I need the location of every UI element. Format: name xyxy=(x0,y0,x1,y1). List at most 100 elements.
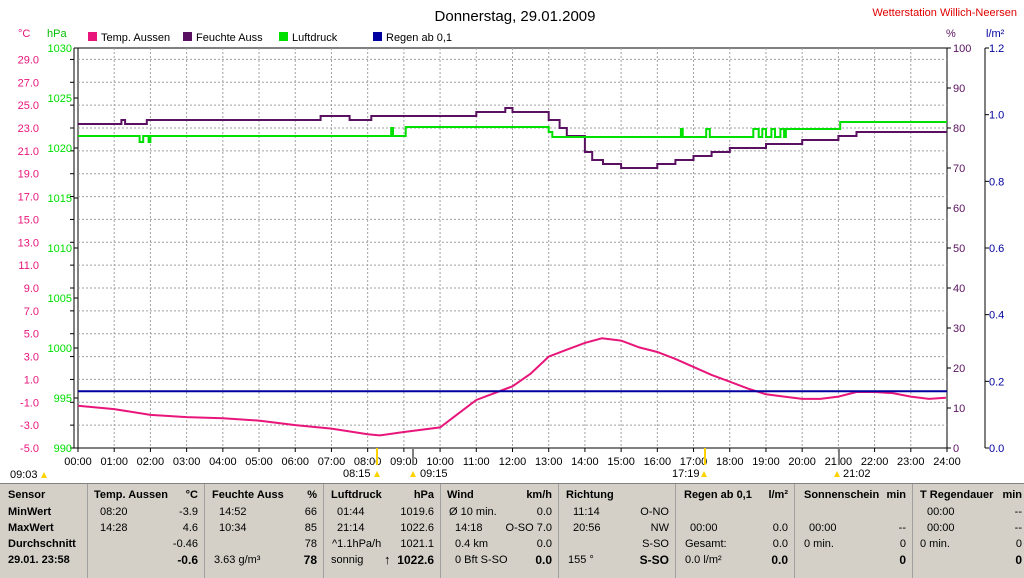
header-hum: Feuchte Auss xyxy=(212,489,284,501)
press-max-time: 21:14 xyxy=(337,522,365,534)
raindur-r1: -- xyxy=(1014,506,1022,518)
wind-avg-label: Ø 10 min. xyxy=(449,506,497,518)
rain-tick-label: 1.0 xyxy=(989,110,1004,122)
legend-label-hum: Feuchte Auss xyxy=(196,32,263,44)
hum-tick-label: 70 xyxy=(953,163,965,175)
legend-swatch-hum xyxy=(183,32,192,41)
rain-tick-label: 1.2 xyxy=(989,43,1004,55)
hum-tick-label: 80 xyxy=(953,123,965,135)
press-tick-label: 1030 xyxy=(48,43,72,55)
wind-max-time: 14:18 xyxy=(455,522,483,534)
series-line-luftdruck xyxy=(78,121,947,143)
sun-current: 0 xyxy=(899,553,906,567)
row-label-current: 29.01. 23:58 xyxy=(8,554,70,566)
press-tick-label: 1020 xyxy=(48,143,72,155)
sun-total-label: 0 min. xyxy=(804,538,834,550)
press-min: 1019.6 xyxy=(400,506,434,518)
col-dir: Richtung 11:14 O-NO 20:56 NW S-SO 155 ° … xyxy=(559,484,676,578)
press-avg: 1021.1 xyxy=(400,538,434,550)
raindur-total-label: 0 min. xyxy=(920,538,950,550)
row-label-min: MinWert xyxy=(8,506,52,518)
temp-tick-label: -5.0 xyxy=(20,443,39,455)
sun-icon xyxy=(374,471,380,477)
header-wind-unit: km/h xyxy=(526,489,552,501)
temp-unit-label: °C xyxy=(18,28,30,40)
dir-degrees: 155 ° xyxy=(568,554,594,566)
col-sensor: Sensor MinWert MaxWert Durchschnitt 29.0… xyxy=(0,484,88,578)
x-tick-label: 17:00 xyxy=(680,456,708,468)
legend-label-press: Luftdruck xyxy=(292,32,338,44)
x-tick-label: 00:00 xyxy=(64,456,92,468)
x-tick-label: 06:00 xyxy=(281,456,309,468)
press-forecast: sonnig xyxy=(331,554,364,566)
hum-tick-label: 90 xyxy=(953,83,965,95)
hum-tick-label: 30 xyxy=(953,323,965,335)
press-tick-label: 990 xyxy=(54,443,72,455)
x-tick-label: 13:00 xyxy=(535,456,563,468)
col-temp: Temp. Aussen °C 08:20 -3.9 14:28 4.6 -0.… xyxy=(88,484,205,578)
x-tick-label: 16:00 xyxy=(644,456,672,468)
hum-tick-label: 10 xyxy=(953,403,965,415)
x-tick-label: 10:00 xyxy=(426,456,454,468)
press-trend: ^1.1hPa/h xyxy=(332,538,382,550)
rain-tick-label: 0.4 xyxy=(989,310,1004,322)
temp-tick-label: 15.0 xyxy=(18,214,39,226)
sun-mark-label-1: 08:15 xyxy=(343,468,371,480)
hum-avg: 78 xyxy=(304,538,317,550)
press-tick-label: 1010 xyxy=(48,243,72,255)
sun-icon xyxy=(701,471,707,477)
header-wind: Wind xyxy=(447,489,474,501)
temp-tick-label: 1.0 xyxy=(24,374,39,386)
sun-r2: -- xyxy=(898,522,906,534)
header-temp-unit: °C xyxy=(185,489,198,501)
header-raindur: T Regendauer xyxy=(920,489,994,501)
dir-r2: NW xyxy=(650,522,669,534)
temp-tick-label: 21.0 xyxy=(18,146,39,158)
temp-tick-label: 5.0 xyxy=(24,329,39,341)
x-tick-label: 03:00 xyxy=(173,456,201,468)
header-sensor: Sensor xyxy=(8,489,46,501)
sunrise-time-label: 09:03 xyxy=(10,469,38,481)
sun-mark-label-2: 09:15 xyxy=(420,468,448,480)
x-tick-label: 22:00 xyxy=(861,456,889,468)
wind-run: 0.4 km xyxy=(455,538,489,550)
temp-tick-label: 7.0 xyxy=(24,306,39,318)
x-tick-label: 14:00 xyxy=(571,456,599,468)
sun-r2-time: 00:00 xyxy=(809,522,837,534)
press-tick-label: 995 xyxy=(54,393,72,405)
header-sun: Sonnenschein xyxy=(804,489,880,501)
legend-swatch-temp xyxy=(88,32,97,41)
wind-max: O-SO 7.0 xyxy=(505,522,552,534)
temp-tick-label: 29.0 xyxy=(18,54,39,66)
header-raindur-unit: min xyxy=(1002,489,1022,501)
temp-min-time: 08:20 xyxy=(100,506,128,518)
temp-tick-label: 27.0 xyxy=(18,77,39,89)
col-press: Luftdruck hPa 01:44 1019.6 21:14 1022.6 … xyxy=(324,484,441,578)
rain-current: 0.0 xyxy=(771,553,788,567)
x-tick-label: 09:00 xyxy=(390,456,418,468)
x-tick-label: 02:00 xyxy=(137,456,165,468)
hum-tick-label: 60 xyxy=(953,203,965,215)
x-tick-label: 07:00 xyxy=(318,456,346,468)
header-sun-unit: min xyxy=(886,489,906,501)
header-rain: Regen ab 0,1 xyxy=(684,489,752,501)
sun-icon xyxy=(410,471,416,477)
raindur-current: 0 xyxy=(1015,553,1022,567)
legend-label-rain: Regen ab 0,1 xyxy=(386,32,452,44)
x-tick-label: 11:00 xyxy=(463,456,490,468)
temp-max-time: 14:28 xyxy=(100,522,128,534)
row-label-max: MaxWert xyxy=(8,522,54,534)
temp-tick-label: 19.0 xyxy=(18,169,39,181)
x-tick-label: 18:00 xyxy=(716,456,744,468)
press-tick-label: 1025 xyxy=(48,93,72,105)
legend: Temp. Aussen Feuchte Auss Luftdruck Rege… xyxy=(88,32,452,44)
header-hum-unit: % xyxy=(307,489,317,501)
temp-tick-label: 11.0 xyxy=(18,260,39,272)
press-tick-label: 1015 xyxy=(48,193,72,205)
temp-max: 4.6 xyxy=(182,522,198,534)
dir-r3: S-SO xyxy=(642,538,669,550)
press-current: 1022.6 xyxy=(397,553,434,567)
x-tick-label: 04:00 xyxy=(209,456,237,468)
sun-markers: 09:03 08:15 09:15 17:19 21:02 xyxy=(10,448,871,481)
hum-min: 66 xyxy=(304,506,317,518)
